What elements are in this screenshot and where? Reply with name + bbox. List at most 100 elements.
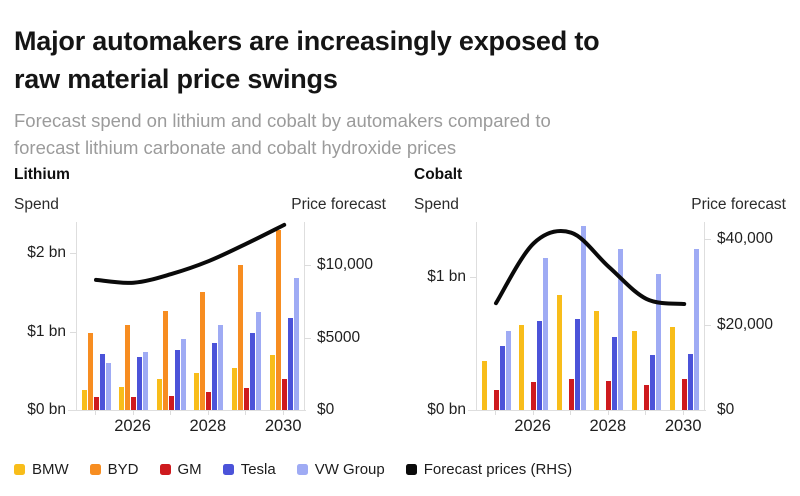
cobalt-x-tick-mark [495,411,496,415]
lithium-bar-tesla-2028 [212,343,218,410]
cobalt-left-tick-mark [470,276,476,278]
lithium-right-tick-label: $0 [317,401,335,418]
cobalt-x-tick-mark [570,411,572,415]
lithium-left-axis-title: Spend [14,196,59,213]
lithium-x-tick-label: 2030 [264,417,302,435]
legend-item-label: BYD [107,461,139,478]
cobalt-bar-vw-group-2025 [505,331,511,410]
legend-swatch-icon [159,464,171,475]
lithium-x-tick-mark [170,411,172,415]
legend-swatch-icon [89,464,101,475]
cobalt-x-tick-label: 2030 [664,417,702,435]
cobalt-x-tick-label: 2028 [589,417,627,435]
lithium-left-tick-label: $0 bn [27,401,66,418]
lithium-bar-tesla-2030 [287,317,293,410]
legend-item-label: GM [177,461,202,478]
cobalt-right-tick-mark [704,324,711,326]
lithium-bar-tesla-2026 [137,356,143,410]
lithium-bar-tesla-2027 [174,350,180,410]
cobalt-x-tick-mark [607,411,609,415]
lithium-bar-byd-2030 [275,229,281,410]
lithium-bar-bmw-2028 [194,373,200,410]
lithium-axis-headers: Spend Price forecast [14,196,386,216]
lithium-bar-bmw-2026 [119,387,125,410]
legend-swatch-icon [14,464,25,475]
cobalt-bar-gm-2028 [606,380,612,410]
lithium-right-tick-mark [304,337,311,339]
lithium-bar-vw-group-2025 [105,363,111,410]
lithium-bar-vw-group-2028 [218,325,224,410]
lithium-right-tick-label: $5000 [317,328,361,346]
cobalt-left-tick-label: $1 bn [427,267,466,285]
lithium-bar-bmw-2027 [156,379,162,410]
lithium-x-tick-mark [245,411,247,415]
lithium-x-tick-label: 2026 [114,417,151,435]
cobalt-bar-bmw-2030 [669,327,675,410]
cobalt-bar-gm-2026 [531,382,537,410]
cobalt-bar-bmw-2026 [519,324,525,410]
cobalt-bar-bmw-2029 [631,331,637,410]
cobalt-bar-gm-2025 [493,390,499,410]
lithium-left-tick-label: $1 bn [27,322,66,340]
lithium-right-tick-mark [304,265,311,267]
legend-item-label: Tesla [240,461,276,478]
lithium-bar-bmw-2030 [269,355,275,410]
lithium-left-tick-mark [70,331,76,333]
cobalt-bar-bmw-2027 [556,295,562,410]
lithium-x-tick-mark [132,411,134,415]
legend-swatch-icon [405,464,417,475]
cobalt-bar-gm-2027 [568,379,574,410]
lithium-forecast-price-line [94,222,287,285]
lithium-bar-gm-2030 [281,378,287,410]
page-subtitle: Forecast spend on lithium and cobalt by … [14,109,551,158]
cobalt-bar-gm-2030 [681,379,687,410]
cobalt-x-tick-label: 2026 [514,417,551,435]
cobalt-x-tick-mark [532,411,534,415]
legend-swatch-icon [296,464,308,475]
lithium-bar-vw-group-2029 [255,312,261,410]
cobalt-bar-gm-2029 [643,384,649,410]
lithium-x-tick-mark [207,411,209,415]
lithium-bar-bmw-2029 [231,368,237,410]
lithium-plot-area [76,222,305,410]
legend-item-bmw: BMW [14,461,69,478]
lithium-left-tick-label: $2 bn [27,244,66,262]
lithium-bar-vw-group-2030 [293,278,299,410]
lithium-bar-byd-2025 [87,333,93,410]
lithium-bar-gm-2027 [168,395,174,410]
cobalt-bar-vw-group-2029 [655,274,661,410]
lithium-right-tick-label: $10,000 [317,256,374,274]
cobalt-x-tick-mark [645,411,647,415]
chart-legend: BMW BYD GM Tesla VW Group Forecast prices (RH… [14,461,572,478]
cobalt-axis-headers: Spend Price forecast [414,196,786,216]
lithium-x-tick-mark [95,411,96,415]
cobalt-right-tick-label: $20,000 [717,315,774,333]
legend-swatch-icon [222,464,234,475]
cobalt-bar-bmw-2028 [594,311,600,410]
cobalt-panel-title: Cobalt [414,166,463,183]
cobalt-forecast-price-line [494,229,687,307]
cobalt-x-axis-line [468,410,706,411]
lithium-bar-vw-group-2026 [143,352,149,410]
cobalt-right-tick-label: $40,000 [717,230,774,248]
legend-item-label: BMW [32,461,69,478]
lithium-x-tick-label: 2028 [189,417,227,435]
cobalt-plot-area [476,222,705,410]
lithium-bar-bmw-2025 [81,389,87,410]
lithium-panel-title: Lithium [14,166,70,183]
cobalt-bar-tesla-2028 [612,336,618,410]
cobalt-bar-vw-group-2030 [693,248,699,410]
cobalt-x-tick-mark [683,411,685,415]
cobalt-bar-vw-group-2027 [580,226,586,410]
legend-item-label: Forecast prices (RHS) [423,461,573,478]
lithium-bar-tesla-2029 [249,333,255,410]
cobalt-bar-vw-group-2026 [543,258,549,410]
cobalt-right-tick-mark [704,239,711,241]
lithium-chart-panel: Lithium Spend Price forecast $0 bn $1 bn $… [14,163,386,448]
page-title: Major automakers are increasingly expose… [14,26,600,95]
cobalt-chart-panel: Cobalt Spend Price forecast $0 bn $1 bn $0… [414,163,786,448]
cobalt-left-tick-label: $0 bn [427,401,466,418]
lithium-left-tick-mark [70,253,76,255]
lithium-bar-tesla-2025 [99,353,105,410]
lithium-bar-byd-2026 [125,324,131,410]
